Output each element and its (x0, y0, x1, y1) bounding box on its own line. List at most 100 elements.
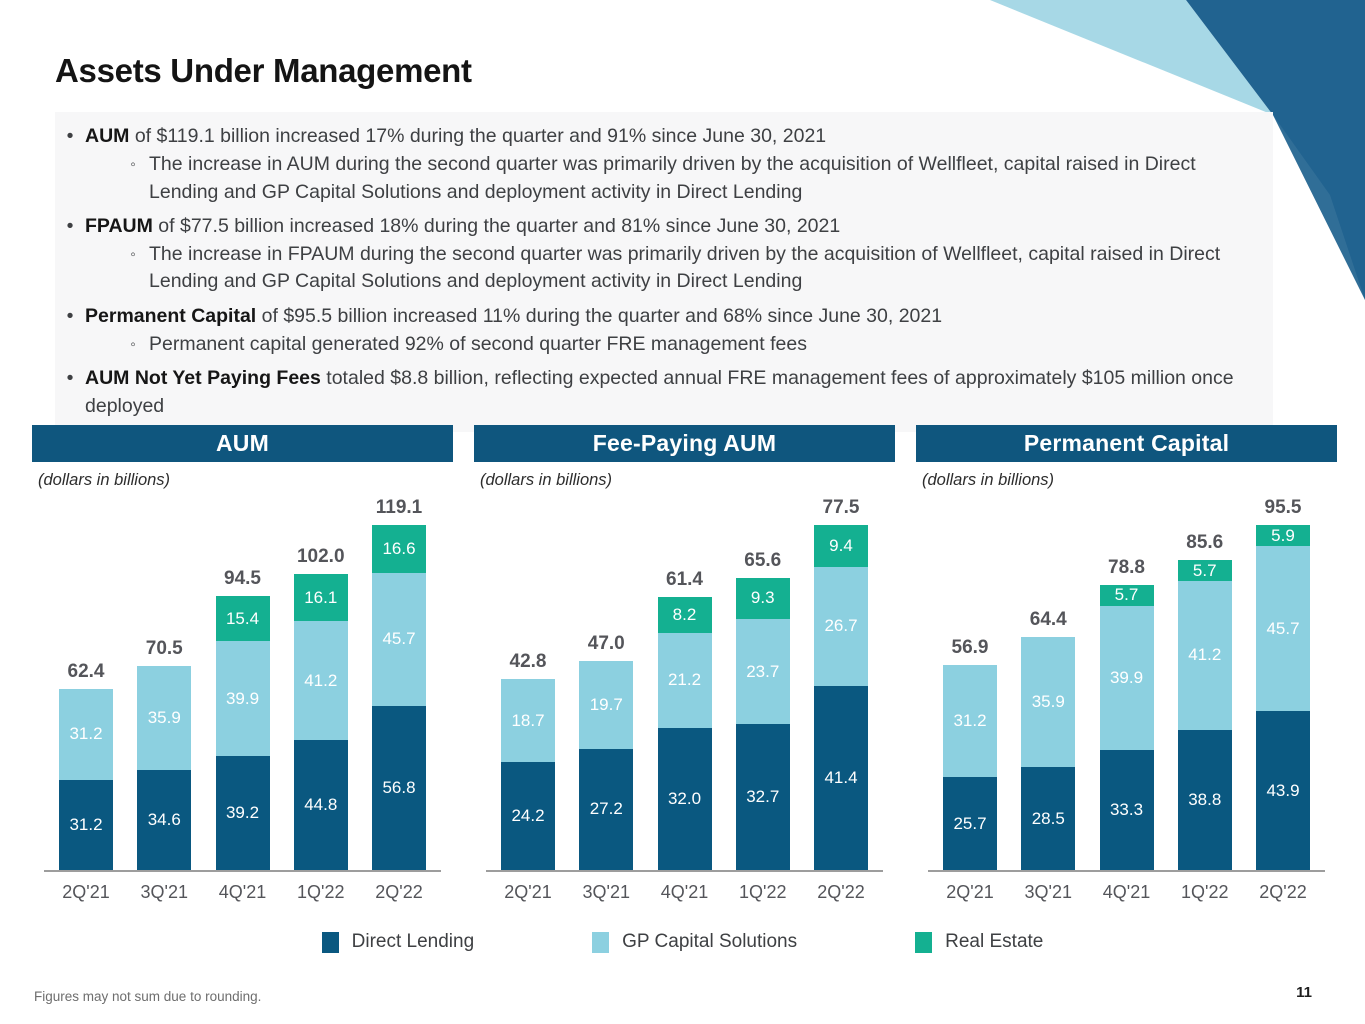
bar-total-label: 95.5 (1264, 497, 1302, 519)
stacked-bar: 42.8 18.7 24.2 (501, 651, 555, 870)
bar-total-label: 61.4 (666, 568, 703, 590)
bar-total-label: 65.6 (744, 549, 782, 571)
category-label: 2Q'21 (504, 882, 552, 902)
bullet-lead: Permanent Capital (85, 304, 257, 327)
bullet-item: • AUM of $119.1 billion increased 17% dur… (55, 123, 1273, 150)
stacked-bar: 62.4 31.2 31.2 (59, 661, 113, 870)
bar-segment-direct-lending: 56.8 (372, 705, 426, 870)
category-label: 4Q'21 (660, 882, 709, 902)
stacked-bar: 56.9 31.2 25.7 (943, 637, 997, 870)
bar-segment-gp-capital-solutions: 45.7 (1256, 546, 1310, 712)
category-label: 1Q'22 (1181, 882, 1229, 902)
footnote: Figures may not sum due to rounding. (34, 989, 262, 1004)
stacked-bar: 78.8 5.7 39.9 33.3 (1099, 557, 1154, 870)
x-axis-line (486, 870, 883, 872)
bar-segment-real-estate: 5.7 (1177, 560, 1232, 582)
stacked-bar: 102.0 16.1 41.2 44.8 (293, 546, 348, 870)
bar-segment-direct-lending: 34.6 (137, 769, 192, 870)
bullet-body: of $77.5 billion increased 18% during th… (152, 214, 841, 237)
legend-item: Real Estate (915, 931, 1043, 953)
stacked-bar: 65.6 9.3 23.7 32.7 (735, 550, 790, 870)
corner-facet-highlight (1273, 115, 1365, 300)
bullet-marker: • (66, 125, 74, 147)
legend-label: GP Capital Solutions (622, 931, 798, 952)
plot-area: 56.9 31.2 25.7 64.4 35.9 28.5 78.8 5.7 39.9 33.3 8… (916, 490, 1337, 870)
bar-total-label: 85.6 (1186, 532, 1224, 554)
sub-bullet-marker: ◦ (130, 156, 136, 174)
bar-segment-direct-lending: 27.2 (579, 748, 634, 870)
bar-segment-real-estate: 5.9 (1256, 525, 1310, 547)
category-label: 2Q'22 (817, 882, 865, 902)
bar-segment-direct-lending: 32.0 (657, 727, 712, 870)
bar-segment-real-estate: 15.4 (215, 596, 270, 641)
bar-total-label: 78.8 (1108, 557, 1145, 579)
chart-legend: Direct Lending GP Capital Solutions Real E… (0, 931, 1365, 953)
bar-total-label: 94.5 (224, 568, 261, 590)
x-axis-line (928, 870, 1325, 872)
bar-segment-direct-lending: 44.8 (293, 740, 348, 870)
sub-bullet-item: ◦ The increase in FPAUM during the second… (117, 241, 1273, 296)
bar-segment-direct-lending: 32.7 (735, 724, 790, 870)
bar-segment-gp-capital-solutions: 21.2 (657, 633, 712, 728)
bar-segment-direct-lending: 41.4 (814, 685, 868, 870)
bar-total-label: 47.0 (587, 633, 625, 655)
chart-panel: Permanent Capital (dollars in billions) 56… (916, 425, 1337, 903)
plot-area: 42.8 18.7 24.2 47.0 19.7 27.2 61.4 8.2 21.2 32.0 6… (474, 490, 895, 870)
bar-segment-direct-lending: 24.2 (501, 762, 555, 870)
category-row: 2Q'21 3Q'21 4Q'21 1Q'22 2Q'22 (474, 882, 895, 903)
legend-label: Real Estate (945, 931, 1044, 952)
sub-bullet-marker: ◦ (130, 246, 136, 264)
bar-segment-gp-capital-solutions: 26.7 (814, 566, 868, 686)
bar-total-label: 102.0 (296, 546, 345, 568)
bar-segment-direct-lending: 39.2 (215, 756, 270, 870)
bullet-body: of $119.1 billion increased 17% during t… (129, 125, 827, 147)
bullet-item: • AUM Not Yet Paying Fees totaled $8.8 bi… (55, 365, 1273, 420)
bar-segment-direct-lending: 38.8 (1177, 729, 1232, 870)
bullet-item: • FPAUM of $77.5 billion increased 18% du… (55, 213, 1273, 240)
plot-area: 62.4 31.2 31.2 70.5 35.9 34.6 94.5 15.4 39.9 39.2… (32, 490, 453, 870)
bullet-lead: AUM Not Yet Paying Fees (85, 367, 321, 390)
units-note: (dollars in billions) (922, 471, 1055, 489)
stacked-bar: 95.5 5.9 45.7 43.9 (1256, 497, 1310, 870)
bar-segment-gp-capital-solutions: 23.7 (735, 618, 790, 725)
category-row: 2Q'21 3Q'21 4Q'21 1Q'22 2Q'22 (32, 882, 453, 903)
bar-segment-gp-capital-solutions: 41.2 (1177, 581, 1232, 730)
bar-segment-direct-lending: 43.9 (1256, 711, 1310, 870)
legend-swatch-gp-capital-solutions (592, 931, 610, 953)
category-label: 1Q'22 (297, 882, 345, 902)
chart-panel: AUM (dollars in billions) 62.4 31.2 31.2 70.5… (32, 425, 453, 903)
category-label: 4Q'21 (1102, 882, 1151, 902)
bar-segment-gp-capital-solutions: 35.9 (137, 665, 192, 770)
category-row: 2Q'21 3Q'21 4Q'21 1Q'22 2Q'22 (916, 882, 1337, 903)
category-label: 1Q'22 (739, 882, 787, 902)
page-number: 11 (1296, 984, 1312, 1001)
bar-segment-real-estate: 16.1 (293, 574, 348, 621)
legend-swatch-real-estate (915, 931, 933, 953)
bar-total-label: 119.1 (375, 497, 423, 519)
category-label: 3Q'21 (140, 882, 188, 902)
stacked-bar: 94.5 15.4 39.9 39.2 (215, 568, 270, 870)
stacked-bar: 70.5 35.9 34.6 (137, 638, 192, 870)
sub-bullet-text: The increase in AUM during the second qu… (149, 153, 1196, 203)
stacked-bar: 85.6 5.7 41.2 38.8 (1177, 532, 1232, 870)
bar-segment-real-estate: 8.2 (657, 596, 712, 634)
bar-total-label: 77.5 (822, 497, 860, 519)
bullet-text: Permanent Capital of $95.5 billion incre… (85, 303, 942, 330)
bar-segment-gp-capital-solutions: 31.2 (943, 664, 997, 778)
stacked-bar: 61.4 8.2 21.2 32.0 (657, 569, 712, 870)
units-note: (dollars in billions) (480, 471, 613, 489)
summary-bullet-list: • AUM of $119.1 billion increased 17% dur… (55, 112, 1273, 432)
bullet-text: FPAUM of $77.5 billion increased 18% dur… (85, 213, 840, 240)
category-label: 4Q'21 (218, 882, 267, 902)
bullet-marker: • (66, 214, 74, 237)
bullet-item: • Permanent Capital of $95.5 billion incr… (55, 303, 1273, 330)
sub-bullet-marker: ◦ (130, 336, 136, 354)
bar-total-label: 64.4 (1029, 609, 1067, 631)
category-label: 2Q'22 (1259, 882, 1307, 902)
units-note: (dollars in billions) (38, 471, 171, 489)
legend-item: Direct Lending (321, 931, 474, 953)
category-label: 2Q'21 (62, 882, 110, 902)
bar-segment-direct-lending: 33.3 (1099, 749, 1154, 870)
bar-segment-gp-capital-solutions: 31.2 (59, 689, 113, 780)
bar-segment-real-estate: 5.7 (1099, 585, 1154, 606)
